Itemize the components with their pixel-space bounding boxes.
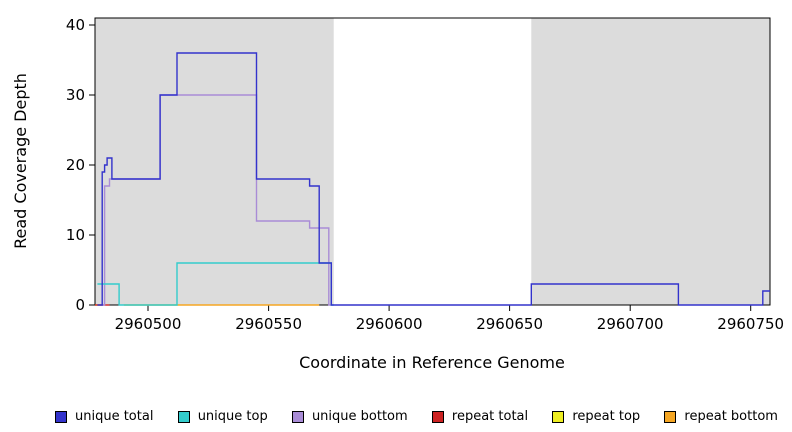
legend-label: unique bottom [311,409,408,424]
y-tick-label: 40 [66,16,85,34]
x-tick-label: 2960600 [356,315,423,333]
x-tick-label: 2960550 [235,315,302,333]
y-tick-label: 0 [75,296,85,314]
coverage-chart: 2960500 2960550 2960600 2960650 2960700 29607… [11,16,784,372]
legend-item-repeat-total: repeat total [431,409,529,424]
y-tick-label: 30 [66,86,85,104]
legend-item-unique-top: unique top [177,409,268,424]
legend-item-unique-total: unique total [55,409,153,424]
y-tick-label: 10 [66,226,85,244]
legend-label: unique total [75,409,154,424]
x-tick-label: 2960750 [717,315,784,333]
legend-label: repeat top [572,409,641,424]
x-axis-title: Coordinate in Reference Genome [299,353,565,372]
plot-area: 2960500 2960550 2960600 2960650 2960700 29607… [66,16,784,333]
legend-item-repeat-bottom: repeat bottom [664,409,778,424]
series-line-unique-bottom [102,94,332,306]
x-tick-label: 2960650 [476,315,543,333]
legend-label: unique top [197,409,268,424]
legend-swatch-unique-total [55,410,67,423]
legend-swatch-repeat-bottom [664,410,677,423]
shaded-region [531,18,770,305]
legend-swatch-unique-top [177,410,190,423]
shaded-region [95,18,334,305]
legend-swatch-repeat-total [431,410,444,423]
legend-item-unique-bottom: unique bottom [291,409,408,424]
x-tick-label: 2960500 [115,315,182,333]
y-tick-label: 20 [66,156,85,174]
series-line-unique-total [97,52,770,306]
legend-label: repeat bottom [684,409,778,424]
legend-label: repeat total [451,409,529,424]
legend-swatch-unique-bottom [291,410,304,423]
legend-item-repeat-top: repeat top [552,409,640,424]
y-axis-title: Read Coverage Depth [11,73,30,249]
x-tick-label: 2960700 [597,315,664,333]
legend-swatch-repeat-top [552,410,565,423]
legend: unique total unique top unique bottom repea… [0,409,792,424]
